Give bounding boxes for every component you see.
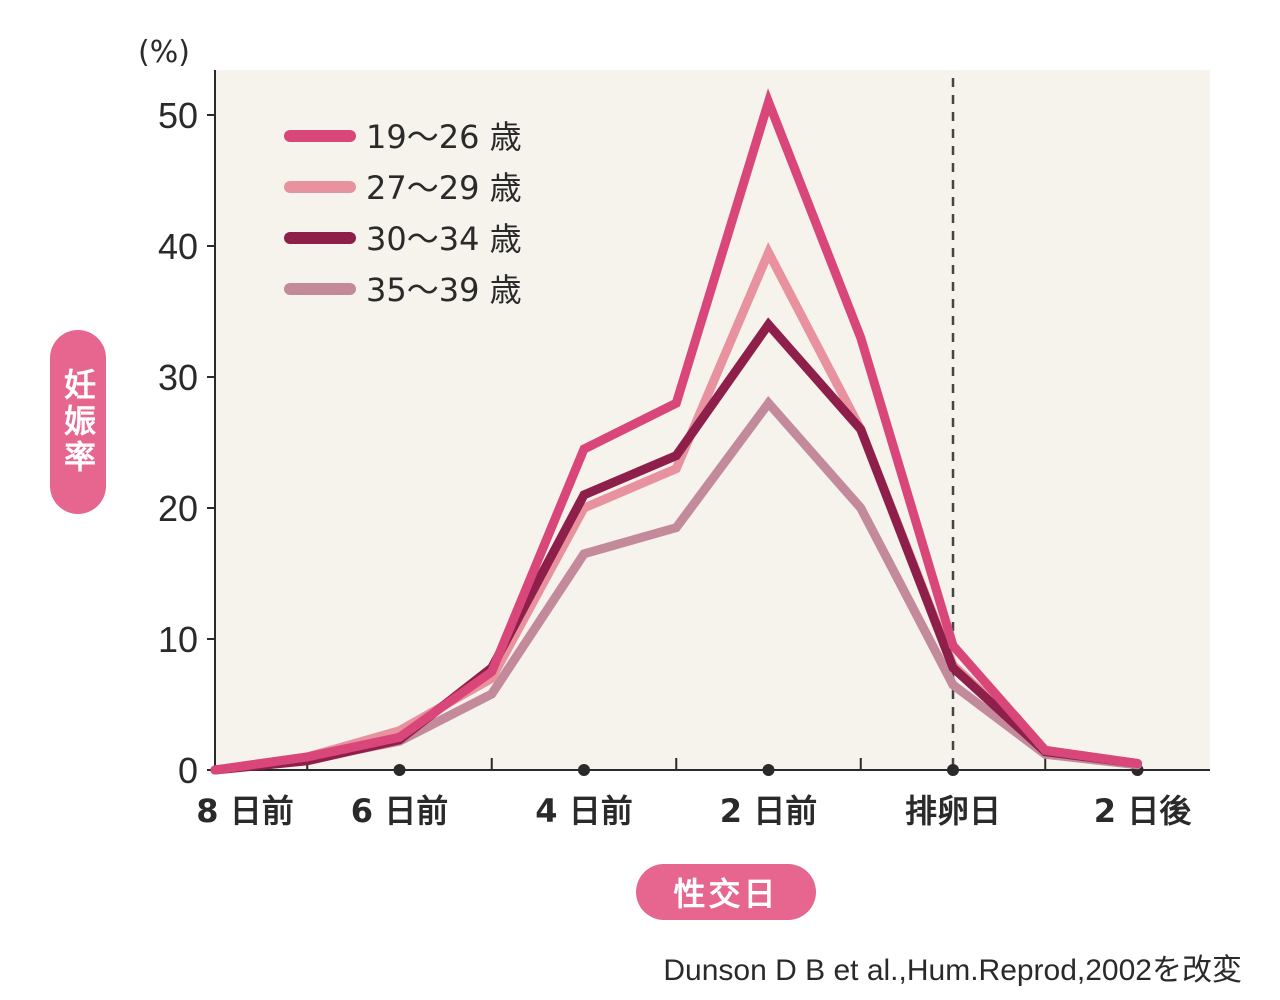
y-tick-label: 0 <box>178 750 198 791</box>
y-unit-label: (%) <box>138 35 190 70</box>
y-tick-label: 20 <box>158 488 198 529</box>
x-tick-label: 排卵日 <box>905 792 1001 830</box>
plot-background <box>215 70 1210 770</box>
y-tick-label: 50 <box>158 95 198 136</box>
x-axis-title-pill: 性交日 <box>636 864 816 920</box>
x-tick-dot <box>762 764 775 776</box>
x-tick-label: 8 日前 <box>196 792 293 830</box>
y-tick-label: 30 <box>158 357 198 398</box>
legend-label: 35〜39 歳 <box>366 271 522 309</box>
x-tick-dot <box>393 764 406 776</box>
legend-label: 19〜26 歳 <box>366 118 522 156</box>
x-tick-label: 4 日前 <box>535 792 632 830</box>
source-note: Dunson D B et al.,Hum.Reprod,2002を改変 <box>663 954 1242 987</box>
x-tick-label: 6 日前 <box>351 792 448 830</box>
x-tick-label: 2 日前 <box>720 792 817 830</box>
x-tick-dot <box>947 764 959 776</box>
x-axis-title: 性交日 <box>673 875 779 913</box>
series-line-1 <box>210 88 1142 775</box>
x-tick-label: 2 日後 <box>1094 792 1192 830</box>
y-axis-title-pill: 妊娠率 <box>50 330 106 514</box>
legend-label: 27〜29 歳 <box>366 169 522 207</box>
legend-label: 30〜34 歳 <box>366 220 522 258</box>
y-axis-title: 妊娠率 <box>59 368 97 476</box>
y-tick-label: 40 <box>158 226 198 267</box>
y-tick-label: 10 <box>158 619 198 660</box>
x-tick-dot <box>578 764 590 776</box>
